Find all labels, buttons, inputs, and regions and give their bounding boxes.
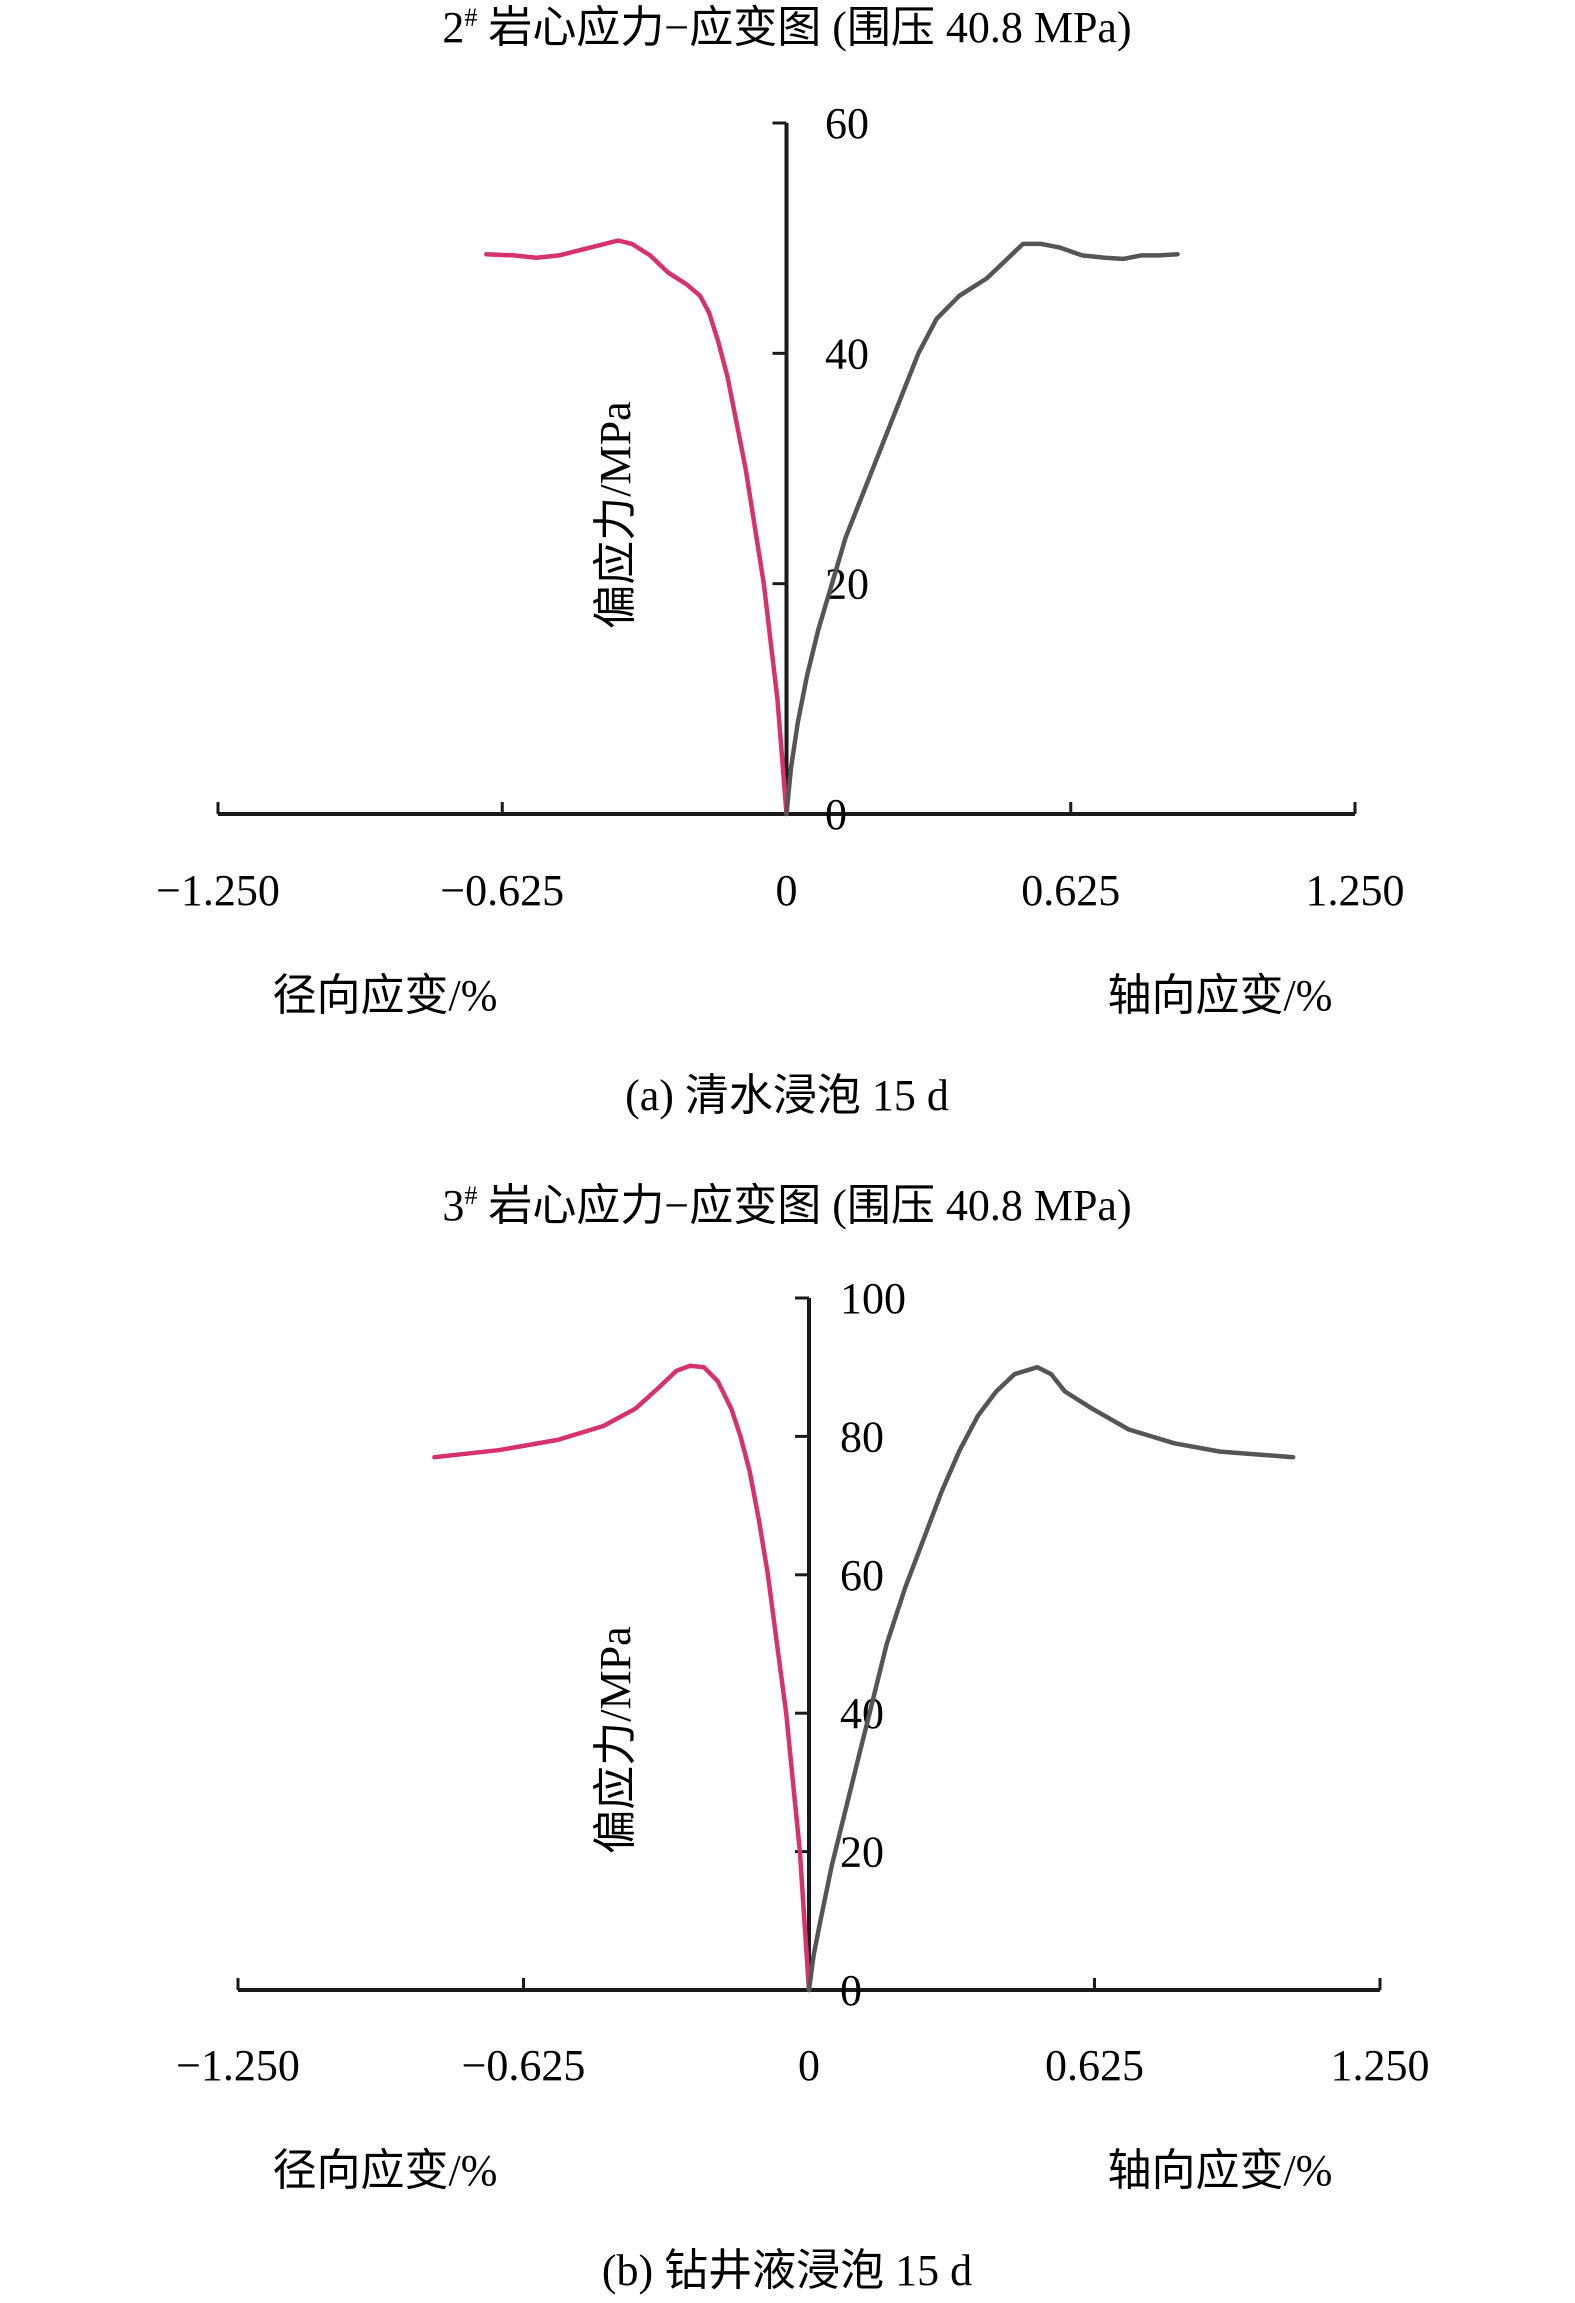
y-tick-label: 20 <box>840 1828 884 1877</box>
x-tick-label: −0.625 <box>462 2041 586 2090</box>
x-axis-label-axial: 轴向应变/% <box>1108 971 1333 1020</box>
x-tick-label: 0 <box>776 866 798 915</box>
chart-title-superscript: # <box>464 3 477 32</box>
chart-title-number: 3 <box>442 1181 464 1230</box>
chart-title: 3# 岩心应力−应变图 (围压 40.8 MPa) <box>442 1181 1131 1230</box>
x-axis-label-radial: 径向应变/% <box>273 971 498 1020</box>
y-tick-label: 60 <box>825 99 869 148</box>
figure-caption: (b) 钻井液浸泡 15 d <box>602 2246 972 2295</box>
y-tick-label: 0 <box>825 790 847 839</box>
x-tick-label: 0.625 <box>1021 866 1120 915</box>
chart-1: 2# 岩心应力−应变图 (围压 40.8 MPa) −1.250 −0.625 0 0.… <box>156 3 1404 1120</box>
series-radial-strain-line <box>432 1363 812 1993</box>
series-axial-strain-line <box>806 1364 1296 1993</box>
x-tick-label: −1.250 <box>176 2041 300 2090</box>
x-tick-label: −0.625 <box>440 866 564 915</box>
y-tick-label: 60 <box>840 1551 884 1600</box>
x-axis-label-radial: 径向应变/% <box>273 2146 498 2195</box>
chart-title-text: 岩心应力−应变图 (围压 40.8 MPa) <box>477 1181 1131 1230</box>
chart-title-text: 岩心应力−应变图 (围压 40.8 MPa) <box>477 3 1131 52</box>
y-tick-label: 100 <box>840 1274 906 1323</box>
y-tick-label: 40 <box>840 1689 884 1738</box>
chart-title-number: 2 <box>442 3 464 52</box>
series-axial-strain-line <box>784 241 1180 817</box>
y-tick-label: 80 <box>840 1412 884 1461</box>
y-axis-label: 偏应力/MPa <box>591 1626 640 1853</box>
x-axis-label-axial: 轴向应变/% <box>1108 2146 1333 2195</box>
chart-2: 3# 岩心应力−应变图 (围压 40.8 MPa) −1.250 −0.625 0 0.… <box>176 1181 1429 2295</box>
x-tick-label: −1.250 <box>156 866 280 915</box>
x-tick-label: 1.250 <box>1306 866 1405 915</box>
x-tick-label: 0 <box>798 2041 820 2090</box>
y-tick-label: 0 <box>840 1966 862 2015</box>
series-radial-strain-line <box>484 238 789 817</box>
chart-title-superscript: # <box>464 1181 477 1210</box>
x-tick-label: 1.250 <box>1331 2041 1430 2090</box>
y-axis-label: 偏应力/MPa <box>591 401 640 628</box>
y-tick-label: 40 <box>825 329 869 378</box>
chart-title: 2# 岩心应力−应变图 (围压 40.8 MPa) <box>442 3 1131 52</box>
figure-caption: (a) 清水浸泡 15 d <box>625 1071 949 1120</box>
x-tick-label: 0.625 <box>1045 2041 1144 2090</box>
